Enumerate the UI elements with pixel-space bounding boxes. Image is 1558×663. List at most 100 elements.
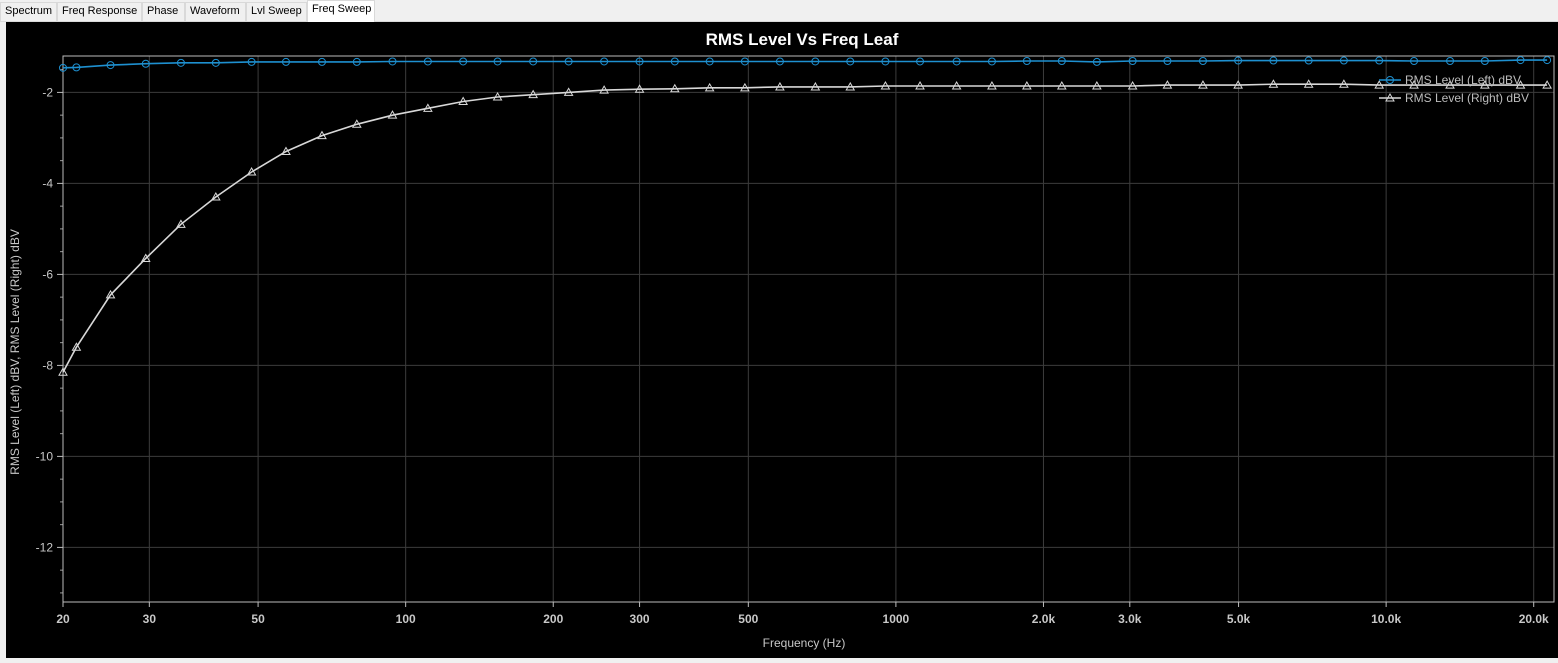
data-point [1543,56,1552,65]
y-tick-label: -8 [42,358,53,372]
data-point [1374,80,1385,89]
data-point [881,57,890,66]
x-tick-label: 20 [56,612,70,626]
legend[interactable]: RMS Level (Left) dBV RMS Level (Right) dB… [1379,73,1529,105]
data-point [423,57,432,66]
legend-marker [1385,92,1395,102]
data-point [140,253,151,262]
data-point [351,119,362,128]
data-point [987,57,996,66]
data-point [740,57,749,66]
data-point [423,103,433,112]
data-point [810,81,821,91]
tab-lvl-sweep[interactable]: Lvl Sweep [246,2,307,21]
freq-sweep-chart[interactable]: RMS Level Vs Freq Leaf -2 -4 -6 -8 -10 -12 20… [6,22,1558,658]
data-point [1268,79,1279,88]
data-point [458,96,469,105]
x-axis-ticks: 20 30 50 100 200 300 500 1000 2.0k 3.0k 5.0k 10.0k 2… [56,602,1549,626]
x-tick-label: 300 [630,612,650,626]
x-tick-label: 20.0k [1519,612,1549,626]
legend-label: RMS Level (Left) dBV [1405,73,1521,87]
tab-waveform[interactable]: Waveform [185,2,246,21]
data-point [1445,80,1455,89]
legend-item[interactable]: RMS Level (Right) dBV [1379,91,1529,105]
chart-panel: RMS Level Vs Freq Leaf -2 -4 -6 -8 -10 -12 20… [6,22,1558,658]
data-point [388,57,397,66]
data-point [529,57,538,66]
data-point [105,289,116,299]
data-point [317,130,327,140]
data-point [281,57,290,66]
data-point [1198,80,1208,89]
data-point [880,81,891,90]
y-tick-label: -10 [36,449,54,463]
x-tick-label: 5.0k [1227,612,1251,626]
data-point [1092,57,1101,66]
data-point [1516,56,1525,65]
data-point [1234,56,1243,65]
data-point [106,61,115,70]
y-axis-ticks: -2 -4 -6 -8 -10 -12 [36,85,63,554]
plot-area[interactable] [62,55,1555,603]
data-point [846,57,855,66]
data-point [247,57,256,66]
data-point [317,57,326,66]
data-point [635,57,644,66]
x-axis-label: Frequency (Hz) [763,636,846,650]
tab-phase[interactable]: Phase [142,2,185,21]
y-tick-label: -12 [36,540,54,554]
chart-background [6,22,1558,658]
x-tick-label: 1000 [883,612,910,626]
data-point [58,367,68,376]
data-point [1339,79,1349,88]
data-point [634,84,645,93]
data-point [811,57,820,66]
data-point [1128,57,1137,66]
tab-freq-sweep[interactable]: Freq Sweep [307,0,375,22]
data-point [1542,80,1552,89]
data-point [1163,57,1172,66]
series-layer [58,56,1552,376]
x-tick-label: 500 [738,612,758,626]
data-point [1446,57,1455,66]
data-point [459,57,468,66]
data-point [915,81,925,90]
data-point [564,57,573,66]
data-point [952,57,961,66]
series-line [62,59,1548,69]
y-axis-label: RMS Level (Left) dBV, RMS Level (Right) … [8,229,22,475]
data-point [1022,81,1032,90]
x-tick-label: 10.0k [1371,612,1401,626]
legend-item[interactable]: RMS Level (Left) dBV [1379,73,1521,87]
series-left [59,56,1552,72]
data-point [387,110,398,119]
data-point [72,63,81,72]
data-point [281,146,291,156]
tab-freq-response[interactable]: Freq Response [57,2,142,21]
data-point [1304,56,1313,65]
data-point [705,57,714,66]
data-point [1057,57,1066,66]
x-tick-label: 2.0k [1032,612,1056,626]
data-point [1198,57,1207,66]
data-point [1515,80,1526,89]
data-point [1233,80,1243,89]
data-point [1303,79,1314,88]
data-point [59,63,67,72]
data-point [1339,56,1348,65]
y-tick-label: -2 [42,85,53,99]
data-point [1269,56,1278,65]
data-point [1022,57,1031,66]
data-point [1409,80,1419,89]
x-tick-label: 3.0k [1118,612,1142,626]
series-line [62,83,1548,373]
data-point [492,91,503,101]
legend-marker [1386,76,1394,84]
data-point [1127,81,1138,90]
data-point [670,57,679,66]
data-point [352,57,361,66]
data-point [599,85,609,94]
tab-spectrum[interactable]: Spectrum [0,2,57,21]
data-point [1410,57,1419,66]
data-point [916,57,925,66]
